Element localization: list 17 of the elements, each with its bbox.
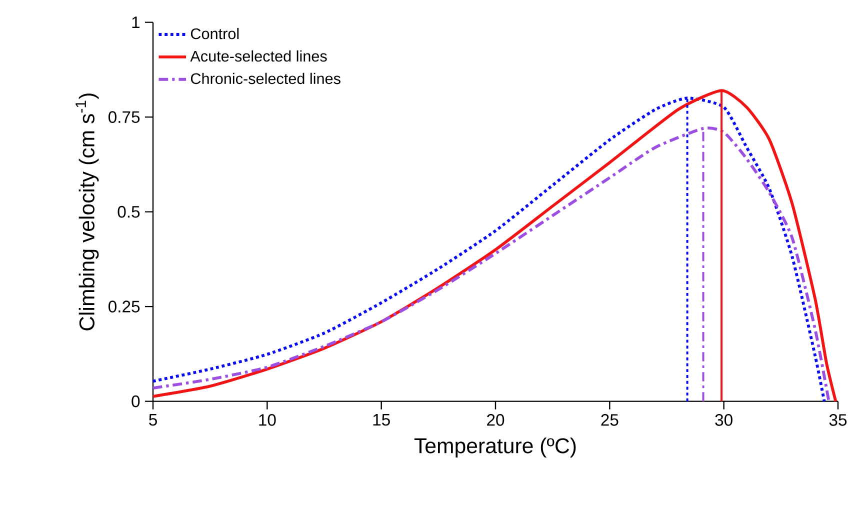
x-axis-title: Temperature (ºC) bbox=[414, 438, 576, 458]
legend-label: Acute-selected lines bbox=[190, 50, 327, 62]
y-tick-label: 0.25 bbox=[108, 300, 140, 312]
y-tick-label: 1 bbox=[132, 16, 140, 28]
x-tick-label: 25 bbox=[601, 414, 618, 426]
y-axis-title: Climbing velocity (cm s$^{-1}$) bbox=[76, 94, 99, 330]
x-tick-label: 15 bbox=[373, 414, 390, 426]
x-tick-label: 10 bbox=[259, 414, 276, 426]
legend-label: Chronic-selected lines bbox=[190, 72, 340, 84]
y-tick-label: 0.75 bbox=[108, 111, 140, 123]
y-tick-label: 0.5 bbox=[118, 206, 140, 218]
x-tick-label: 35 bbox=[829, 414, 847, 426]
x-tick-label: 5 bbox=[149, 414, 157, 426]
x-tick-label: 20 bbox=[487, 414, 504, 426]
legend-label: Control bbox=[190, 28, 239, 40]
y-tick-label: 0 bbox=[132, 395, 140, 408]
x-tick-label: 30 bbox=[715, 414, 732, 426]
